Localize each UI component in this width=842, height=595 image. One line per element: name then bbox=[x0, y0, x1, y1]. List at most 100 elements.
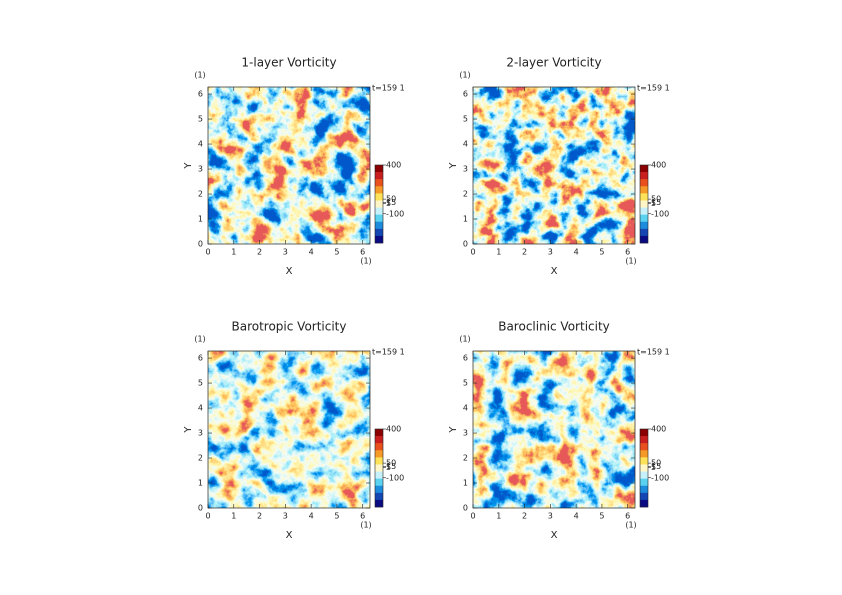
y-tick-label: 1 bbox=[463, 215, 468, 224]
colorbar-tick-label: 50 bbox=[386, 195, 396, 204]
x-unit: (1) bbox=[625, 521, 636, 530]
y-tick-label: 3 bbox=[463, 429, 468, 438]
x-tick-label: 4 bbox=[309, 512, 314, 521]
colorbar-tick-label: -100 bbox=[386, 473, 404, 482]
y-tick-label: 2 bbox=[198, 190, 203, 199]
colorbar-segment bbox=[375, 443, 383, 451]
x-tick-label: 3 bbox=[548, 248, 553, 257]
x-unit: (1) bbox=[360, 257, 371, 266]
y-tick-label: 3 bbox=[198, 165, 203, 174]
colorbar-tick-label: 15 bbox=[651, 198, 661, 207]
colorbar-tick-label: 15 bbox=[386, 198, 396, 207]
y-axis-label: Y bbox=[183, 426, 194, 434]
x-tick-label: 3 bbox=[283, 248, 288, 257]
colorbar-segment bbox=[640, 436, 648, 444]
colorbar-tick-label: 15 bbox=[651, 462, 661, 471]
colorbar-segment bbox=[640, 450, 648, 458]
y-tick-label: 6 bbox=[463, 354, 468, 363]
time-label: t=159 1 bbox=[372, 84, 405, 93]
colorbar-tick-label: 15 bbox=[386, 462, 396, 471]
x-tick-label: 2 bbox=[522, 512, 527, 521]
x-unit: (1) bbox=[360, 521, 371, 530]
y-axis-label: Y bbox=[448, 162, 459, 170]
colorbar-tick-label: 50 bbox=[651, 195, 661, 204]
colorbar-tick-label: 400 bbox=[386, 161, 401, 170]
colorbar-segment bbox=[375, 214, 383, 223]
colorbar-tick-label: -100 bbox=[651, 209, 669, 218]
colorbar-tick-label: 5 bbox=[386, 199, 391, 208]
x-axis-label: X bbox=[286, 530, 293, 541]
panel-title: Barotropic Vorticity bbox=[231, 320, 346, 334]
y-tick-label: 3 bbox=[463, 165, 468, 174]
plot-frame bbox=[472, 86, 636, 245]
colorbar-segment bbox=[375, 228, 383, 237]
x-tick-label: 0 bbox=[470, 512, 475, 521]
colorbar-tick-label: 5 bbox=[386, 463, 391, 472]
colorbar-segment bbox=[640, 172, 648, 180]
y-axis-label: Y bbox=[448, 426, 459, 434]
x-tick-label: 5 bbox=[599, 512, 604, 521]
colorbar-segment bbox=[640, 235, 648, 244]
colorbar-segment bbox=[640, 464, 648, 472]
y-tick-label: 5 bbox=[198, 115, 203, 124]
colorbar-segment bbox=[375, 221, 383, 230]
colorbar-segment bbox=[375, 471, 383, 479]
plot-frame bbox=[207, 86, 371, 245]
colorbar-tick-label: 400 bbox=[386, 425, 401, 434]
colorbar-segment bbox=[640, 485, 648, 494]
x-axis-label: X bbox=[286, 266, 293, 277]
colorbar-segment bbox=[640, 186, 648, 194]
colorbar-tick-label: 5 bbox=[651, 463, 656, 472]
colorbar-segment bbox=[375, 200, 383, 208]
vorticity-field bbox=[208, 87, 370, 244]
colorbar-segment bbox=[375, 464, 383, 472]
colorbar-segment bbox=[375, 186, 383, 194]
x-tick-label: 4 bbox=[574, 248, 579, 257]
colorbar-segment bbox=[640, 200, 648, 208]
vorticity-field bbox=[473, 351, 635, 508]
colorbar-segment bbox=[375, 429, 383, 437]
colorbar-segment bbox=[375, 235, 383, 244]
x-tick-label: 5 bbox=[599, 248, 604, 257]
colorbar-tick-label: 50 bbox=[386, 459, 396, 468]
y-tick-label: 1 bbox=[198, 215, 203, 224]
colorbar-tick-label: 400 bbox=[651, 161, 666, 170]
colorbar-tick-label: 400 bbox=[651, 425, 666, 434]
y-tick-label: 3 bbox=[198, 429, 203, 438]
x-tick-label: 4 bbox=[574, 512, 579, 521]
x-tick-label: 0 bbox=[205, 512, 210, 521]
y-tick-label: 4 bbox=[198, 404, 203, 413]
colorbar-segment bbox=[640, 165, 648, 173]
y-tick-label: 6 bbox=[198, 354, 203, 363]
x-tick-label: 6 bbox=[360, 512, 365, 521]
x-tick-label: 2 bbox=[522, 248, 527, 257]
y-tick-label: 5 bbox=[463, 379, 468, 388]
colorbar-segment bbox=[640, 429, 648, 437]
y-unit: (1) bbox=[194, 71, 205, 80]
y-tick-label: 1 bbox=[463, 479, 468, 488]
colorbar-segment bbox=[640, 179, 648, 187]
x-unit: (1) bbox=[625, 257, 636, 266]
y-tick-label: 0 bbox=[463, 240, 468, 249]
x-axis-label: X bbox=[551, 530, 558, 541]
y-unit: (1) bbox=[194, 335, 205, 344]
colorbar-tick-label: -100 bbox=[651, 473, 669, 482]
colorbar-segment bbox=[375, 172, 383, 180]
colorbar-segment bbox=[640, 478, 648, 487]
y-tick-label: 4 bbox=[198, 140, 203, 149]
x-tick-label: 1 bbox=[496, 512, 501, 521]
y-tick-label: 0 bbox=[463, 504, 468, 513]
time-label: t=159 1 bbox=[637, 348, 670, 357]
colorbar-segment bbox=[640, 443, 648, 451]
x-axis-label: X bbox=[551, 266, 558, 277]
colorbar-tick-label: 5 bbox=[651, 199, 656, 208]
colorbar-segment bbox=[375, 478, 383, 487]
y-tick-label: 5 bbox=[198, 379, 203, 388]
time-label: t=159 1 bbox=[372, 348, 405, 357]
x-tick-label: 6 bbox=[360, 248, 365, 257]
plot-frame bbox=[207, 350, 371, 509]
x-tick-label: 5 bbox=[334, 248, 339, 257]
colorbar-segment bbox=[375, 485, 383, 494]
y-tick-label: 2 bbox=[463, 454, 468, 463]
